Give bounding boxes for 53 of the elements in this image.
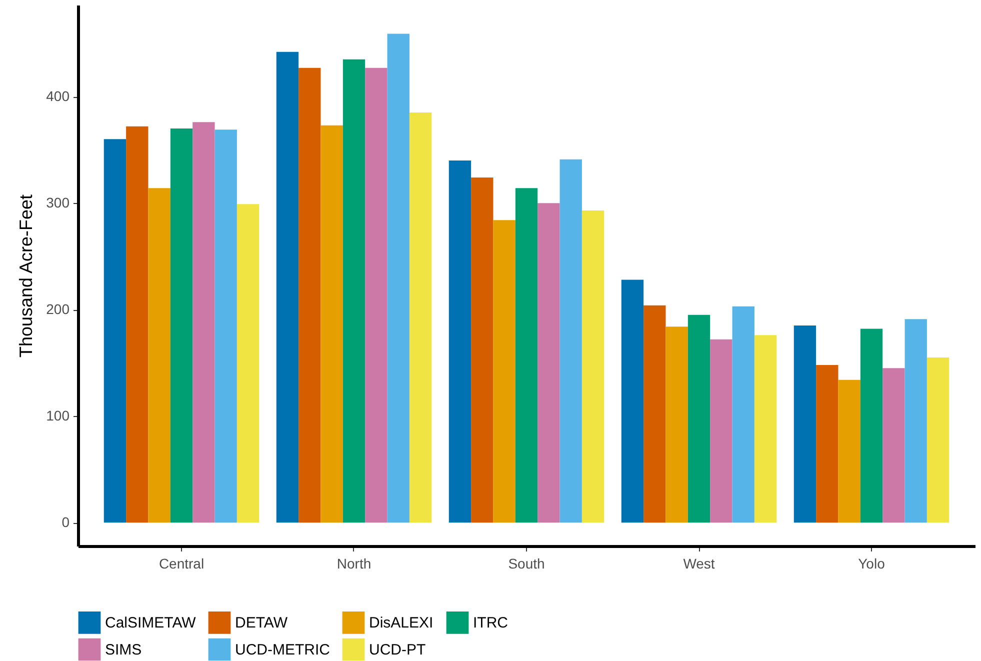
bar: [409, 112, 432, 523]
bar: [104, 139, 126, 523]
y-tick-label: 200: [46, 301, 70, 318]
bar: [688, 314, 710, 523]
bar: [170, 128, 193, 523]
bar: [298, 68, 321, 523]
bar: [816, 364, 838, 523]
legend-label: ITRC: [473, 614, 508, 632]
x-tick-label: West: [683, 556, 715, 572]
bar: [471, 178, 494, 523]
bar: [644, 305, 666, 523]
bar: [754, 335, 777, 523]
bar: [214, 130, 237, 523]
legend-label: DisALEXI: [369, 614, 434, 632]
y-tick-label: 300: [46, 194, 70, 211]
bar: [342, 59, 366, 523]
bar: [582, 210, 604, 523]
bar: [882, 368, 905, 523]
bar: [904, 319, 927, 523]
y-tick-label: 400: [46, 88, 70, 104]
bar: [926, 358, 950, 523]
bar: [448, 160, 472, 523]
bar: [666, 326, 688, 523]
bar: [493, 220, 516, 523]
bar: [732, 306, 754, 523]
legend-label: SIMS: [105, 642, 142, 658]
bar: [387, 34, 410, 523]
bar: [838, 380, 860, 523]
bar: [365, 68, 388, 523]
legend-label: UCD-PT: [369, 642, 426, 658]
legend-label: CalSIMETAW: [105, 614, 197, 632]
bar: [320, 125, 343, 523]
bar: [148, 188, 170, 523]
bar: [515, 188, 538, 523]
y-axis-title: Thousand Acre-Feet: [16, 194, 36, 358]
x-tick-label: South: [508, 556, 545, 572]
bar: [276, 52, 299, 523]
y-tick-label: 100: [46, 408, 70, 424]
bar: [710, 339, 732, 523]
legend-label: DETAW: [235, 614, 288, 632]
bar: [794, 326, 816, 523]
bar: [860, 328, 883, 523]
bar: [621, 280, 644, 523]
bar: [126, 126, 148, 523]
bar: [560, 159, 582, 523]
y-tick-label: 0: [62, 514, 70, 530]
bar: [538, 203, 560, 523]
x-tick-label: Yolo: [858, 556, 886, 572]
bar: [236, 204, 260, 523]
legend-label: UCD-METRIC: [235, 642, 330, 658]
x-tick-label: Central: [158, 556, 204, 572]
x-tick-label: North: [336, 556, 372, 572]
bar: [192, 122, 215, 523]
